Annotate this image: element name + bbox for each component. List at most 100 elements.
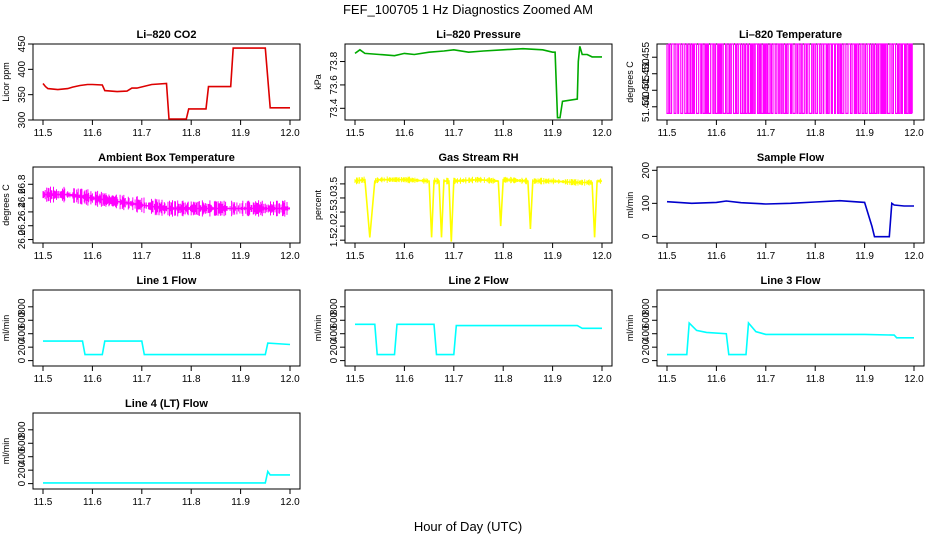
x-tick-label: 11.9 (543, 374, 562, 385)
y-tick-label: 200 (329, 338, 340, 355)
y-tick-label: 800 (329, 298, 340, 315)
plot-frame (344, 43, 613, 121)
x-tick-label: 11.7 (444, 251, 463, 262)
plot-frame (32, 412, 301, 490)
y-tick-label: 26.0 (17, 229, 28, 249)
x-tick-label: 11.7 (132, 251, 151, 262)
x-tick-label: 11.7 (444, 374, 463, 385)
figure-xlabel: Hour of Day (UTC) (414, 519, 522, 534)
x-tick-label: 11.5 (346, 251, 365, 262)
x-tick-label: 11.8 (494, 251, 513, 262)
y-axis-label: Licor ppm (1, 62, 11, 102)
panel-10: Line 4 (LT) Flow ml/min 11.5 11.6 11.7 11.8 11… (1, 398, 301, 508)
y-axis-label: degrees C (1, 184, 11, 226)
x-tick-label: 11.6 (707, 374, 726, 385)
x-tick-label: 11.5 (658, 251, 677, 262)
y-tick-label: 73.4 (329, 98, 340, 118)
y-tick-label: 3.5 (329, 177, 340, 191)
x-tick-label: 12.0 (904, 374, 924, 385)
y-tick-label: 0 (641, 357, 652, 363)
y-tick-label: 600 (641, 311, 652, 328)
y-tick-label: 51.450 (641, 58, 652, 89)
y-tick-label: 800 (17, 298, 28, 315)
panel-4: Ambient Box Temperature degrees C 11.5 11.6… (1, 152, 301, 262)
y-tick-label: 200 (17, 338, 28, 355)
series-line (43, 340, 291, 356)
x-tick-label: 11.8 (182, 128, 201, 139)
y-tick-label: 200 (17, 461, 28, 478)
series-line (666, 199, 914, 238)
panel-title: Sample Flow (757, 152, 825, 164)
x-tick-label: 11.9 (543, 251, 562, 262)
y-tick-label: 51.455 (641, 41, 652, 72)
x-tick-label: 11.6 (395, 374, 414, 385)
y-tick-label: 1.5 (329, 233, 340, 247)
y-tick-label: 300 (17, 111, 28, 128)
x-tick-label: 11.9 (543, 128, 562, 139)
y-axis-label: percent (313, 189, 323, 220)
y-tick-label: 450 (17, 35, 28, 52)
x-tick-label: 12.0 (280, 497, 300, 508)
series-line (355, 323, 602, 356)
x-tick-label: 11.9 (855, 251, 874, 262)
x-tick-label: 12.0 (280, 251, 300, 262)
x-tick-label: 11.6 (707, 128, 726, 139)
x-tick-label: 11.6 (707, 251, 726, 262)
y-tick-label: 73.8 (329, 51, 340, 71)
x-tick-label: 11.8 (494, 374, 513, 385)
panel-3: Li–820 Temperature degrees C 11.5 11.6 11.7 1… (625, 29, 925, 139)
x-tick-label: 11.8 (182, 374, 201, 385)
panel-title: Gas Stream RH (438, 152, 518, 164)
x-tick-label: 12.0 (592, 251, 612, 262)
series-line (354, 46, 602, 119)
x-tick-label: 12.0 (904, 128, 924, 139)
y-tick-label: 350 (17, 86, 28, 103)
x-tick-label: 11.5 (346, 128, 365, 139)
figure-title: FEF_100705 1 Hz Diagnostics Zoomed AM (343, 2, 593, 17)
x-tick-label: 11.6 (83, 497, 102, 508)
x-tick-label: 11.8 (806, 251, 825, 262)
x-tick-label: 11.8 (806, 374, 825, 385)
panel-title: Li–820 CO2 (137, 29, 197, 41)
panel-title: Line 2 Flow (449, 275, 509, 287)
x-tick-label: 12.0 (280, 128, 300, 139)
panel-title: Line 3 Flow (761, 275, 821, 287)
y-axis-label: kPa (313, 74, 323, 90)
x-tick-label: 12.0 (592, 374, 612, 385)
y-tick-label: 600 (329, 311, 340, 328)
panel-title: Line 4 (LT) Flow (125, 398, 208, 410)
x-tick-label: 11.6 (83, 128, 102, 139)
panel-8: Line 2 Flow ml/min 11.5 11.6 11.7 11.8 11.9 12.… (313, 275, 613, 385)
x-tick-label: 11.5 (34, 251, 53, 262)
y-tick-label: 73.6 (329, 75, 340, 95)
plot-frame (32, 289, 301, 367)
x-tick-label: 11.7 (756, 374, 775, 385)
y-tick-label: 400 (17, 325, 28, 342)
y-tick-label: 26.4 (17, 202, 28, 222)
x-tick-label: 11.5 (34, 497, 53, 508)
y-axis-label: ml/min (1, 315, 11, 342)
y-tick-label: 800 (17, 421, 28, 438)
x-tick-label: 12.0 (904, 251, 924, 262)
series-line (667, 321, 914, 356)
x-tick-label: 11.7 (756, 251, 775, 262)
panel-title: Line 1 Flow (137, 275, 197, 287)
series-line (666, 43, 913, 114)
y-tick-label: 26.6 (17, 188, 28, 208)
x-tick-label: 11.9 (231, 374, 250, 385)
y-axis-label: degrees C (625, 61, 635, 103)
x-tick-label: 11.6 (83, 251, 102, 262)
y-tick-label: 600 (17, 434, 28, 451)
x-tick-label: 11.8 (182, 251, 201, 262)
series-noise (354, 176, 602, 186)
panel-6: Sample Flow ml/min 11.5 11.6 11.7 11.8 11.9 12.… (625, 152, 925, 262)
panel-5: Gas Stream RH percent 11.5 11.6 11.7 11.8 11.9… (313, 152, 613, 262)
x-tick-label: 11.7 (132, 128, 151, 139)
y-axis-label: ml/min (625, 192, 635, 219)
x-tick-label: 11.6 (83, 374, 102, 385)
x-tick-label: 11.8 (494, 128, 513, 139)
series-noise (42, 186, 290, 217)
y-tick-label: 0 (641, 233, 652, 239)
panel-7: Line 1 Flow ml/min 11.5 11.6 11.7 11.8 11.9 12.… (1, 275, 301, 385)
